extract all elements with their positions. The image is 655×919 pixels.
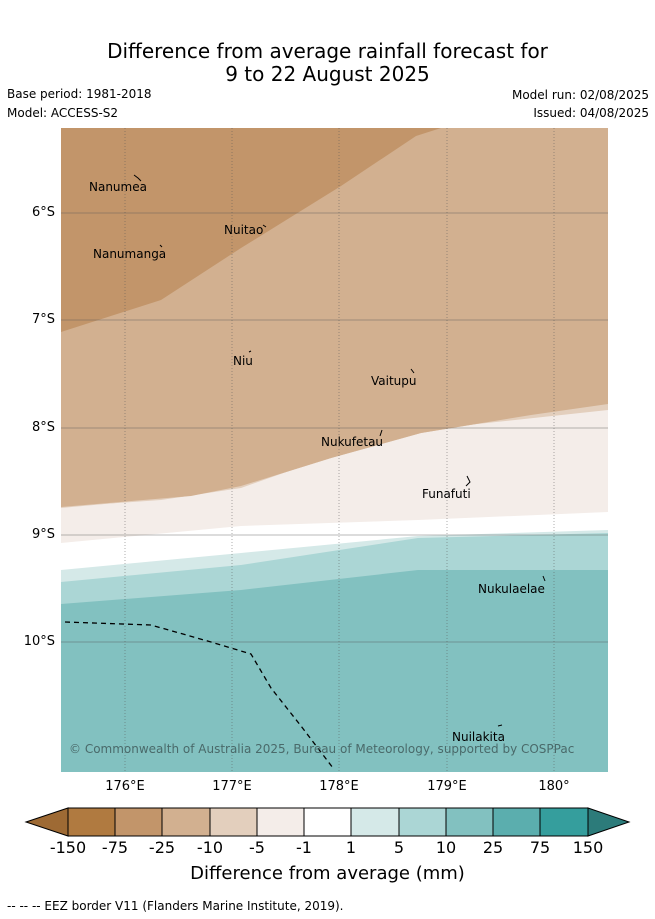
colorbar-tick: -25 xyxy=(148,838,176,857)
x-tick-178e: 178°E xyxy=(319,779,359,794)
colorbar-bin xyxy=(162,808,210,836)
colorbar-title: Difference from average (mm) xyxy=(190,863,465,884)
eez-legend-note: -- -- -- EEZ border V11 (Flanders Marine… xyxy=(7,899,344,913)
colorbar-tick: -150 xyxy=(49,838,87,857)
island-label-funafuti: Funafuti xyxy=(422,487,471,501)
x-tick-177e: 177°E xyxy=(212,779,252,794)
rainfall-map xyxy=(61,128,608,772)
island-label-nanumanga: Nanumanga xyxy=(93,247,167,261)
y-tick-8s: 8°S xyxy=(31,420,55,435)
colorbar-bin xyxy=(68,808,115,836)
y-tick-10s: 10°S xyxy=(23,634,55,649)
colorbar-tick: 10 xyxy=(435,838,457,857)
island-label-nuitao: Nuitao xyxy=(224,223,264,237)
colorbar xyxy=(24,807,631,837)
colorbar-tick: 1 xyxy=(345,838,357,857)
colorbar-bin xyxy=(446,808,493,836)
colorbar-bin xyxy=(399,808,446,836)
x-tick-179e: 179°E xyxy=(427,779,467,794)
colorbar-bin xyxy=(493,808,540,836)
y-tick-6s: 6°S xyxy=(31,205,55,220)
colorbar-tick: 75 xyxy=(529,838,551,857)
colorbar-tick: 150 xyxy=(572,838,604,857)
model-name: Model: ACCESS-S2 xyxy=(7,106,119,120)
colorbar-bin xyxy=(304,808,351,836)
y-tick-9s: 9°S xyxy=(31,527,55,542)
y-tick-7s: 7°S xyxy=(31,312,55,327)
island-label-vaitupu: Vaitupu xyxy=(371,374,417,388)
colorbar-bin xyxy=(210,808,257,836)
title-line-1: Difference from average rainfall forecas… xyxy=(107,39,548,63)
island-label-nuilakita: Nuilakita xyxy=(452,730,505,744)
issued-date: Issued: 04/08/2025 xyxy=(533,106,649,120)
colorbar-tick: 5 xyxy=(393,838,405,857)
colorbar-bin xyxy=(351,808,399,836)
graticule xyxy=(61,212,608,643)
band-minus25-75 xyxy=(61,128,441,332)
model-run: Model run: 02/08/2025 xyxy=(511,88,649,102)
colorbar-bin xyxy=(540,808,588,836)
colorbar-tick: 25 xyxy=(482,838,504,857)
colorbar-extend-low xyxy=(24,807,69,837)
colorbar-tick: -75 xyxy=(101,838,129,857)
base-period: Base period: 1981-2018 xyxy=(7,87,152,101)
copyright-notice: © Commonwealth of Australia 2025, Bureau… xyxy=(69,742,575,756)
x-tick-176e: 176°E xyxy=(105,779,145,794)
colorbar-tick: -10 xyxy=(196,838,224,857)
colorbar-tick: -5 xyxy=(249,838,265,857)
colorbar-extend-high xyxy=(587,807,631,837)
colorbar-tick: -1 xyxy=(296,838,312,857)
island-label-nanumea: Nanumea xyxy=(89,180,147,194)
island-label-nukulaelae: Nukulaelae xyxy=(478,582,545,596)
map-title: Difference from average rainfall forecas… xyxy=(0,40,655,86)
colorbar-bin xyxy=(115,808,162,836)
eez-border xyxy=(64,621,334,769)
island-outlines xyxy=(133,174,546,727)
x-tick-180: 180° xyxy=(538,779,570,794)
island-label-nukufetau: Nukufetau xyxy=(321,435,384,449)
title-line-2: 9 to 22 August 2025 xyxy=(225,62,430,86)
island-label-niu: Niu xyxy=(233,354,253,368)
colorbar-bin xyxy=(257,808,304,836)
